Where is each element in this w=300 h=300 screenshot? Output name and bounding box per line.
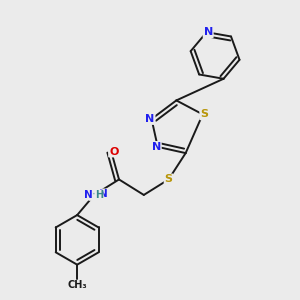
Text: N: N [98,189,107,199]
Text: N: N [203,27,213,37]
Text: H: H [90,190,99,200]
Text: S: S [200,110,208,119]
Text: N: N [84,190,93,200]
Text: CH₃: CH₃ [68,280,87,290]
Text: S: S [165,174,172,184]
Text: N: N [152,142,161,152]
Text: N: N [146,114,154,124]
Text: H: H [95,190,103,200]
Text: O: O [109,146,118,157]
